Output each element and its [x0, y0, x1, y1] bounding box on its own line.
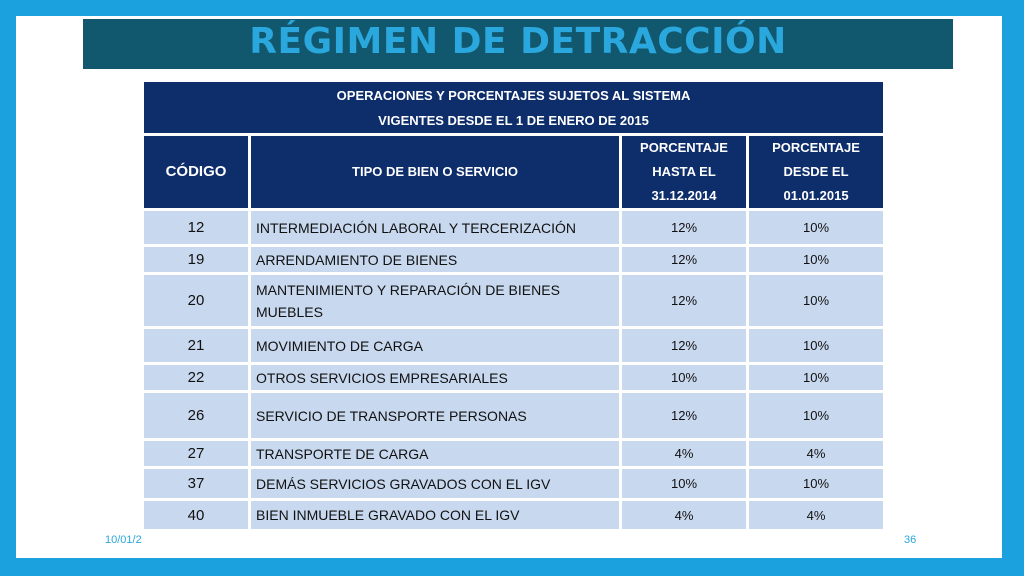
table-row: 12 INTERMEDIACIÓN LABORAL Y TERCERIZACIÓ…: [144, 211, 884, 244]
footer-page-number: 36: [904, 534, 917, 546]
row-pct-until: 4%: [622, 501, 746, 529]
row-code: 27: [144, 441, 248, 466]
row-pct-until: 12%: [622, 275, 746, 326]
header-line-1: OPERACIONES Y PORCENTAJES SUJETOS AL SIS…: [336, 87, 691, 103]
row-pct-from: 10%: [749, 469, 884, 498]
row-code: 22: [144, 365, 248, 390]
row-pct-from: 10%: [749, 211, 884, 244]
row-description: BIEN INMUEBLE GRAVADO CON EL IGV: [251, 501, 619, 529]
row-pct-from: 10%: [749, 247, 884, 272]
row-pct-until: 10%: [622, 469, 746, 498]
row-pct-until: 12%: [622, 393, 746, 438]
table-row: 40 BIEN INMUEBLE GRAVADO CON EL IGV 4% 4…: [144, 501, 884, 529]
table-row: 21 MOVIMIENTO DE CARGA 12% 10%: [144, 329, 884, 362]
row-pct-until: 12%: [622, 211, 746, 244]
pct-from-line-2: DESDE EL: [783, 164, 849, 179]
row-code: 40: [144, 501, 248, 529]
header-line-2: VIGENTES DESDE EL 1 DE ENERO DE 2015: [378, 112, 649, 128]
detraction-table: OPERACIONES Y PORCENTAJES SUJETOS AL SIS…: [141, 79, 887, 532]
row-code: 20: [144, 275, 248, 326]
table-row: 19 ARRENDAMIENTO DE BIENES 12% 10%: [144, 247, 884, 272]
pct-from-line-1: PORCENTAJE: [772, 140, 860, 155]
table-header-title: OPERACIONES Y PORCENTAJES SUJETOS AL SIS…: [144, 82, 884, 133]
row-code: 19: [144, 247, 248, 272]
pct-until-line-1: PORCENTAJE: [640, 140, 728, 155]
row-description: DEMÁS SERVICIOS GRAVADOS CON EL IGV: [251, 469, 619, 498]
column-header-type: TIPO DE BIEN O SERVICIO: [251, 136, 619, 208]
title-bar: RÉGIMEN DE DETRACCIÓN: [83, 19, 953, 69]
table-row: 26 SERVICIO DE TRANSPORTE PERSONAS 12% 1…: [144, 393, 884, 438]
row-pct-until: 4%: [622, 441, 746, 466]
row-pct-until: 12%: [622, 329, 746, 362]
row-pct-from: 10%: [749, 275, 884, 326]
row-code: 21: [144, 329, 248, 362]
row-pct-until: 10%: [622, 365, 746, 390]
table-row: 27 TRANSPORTE DE CARGA 4% 4%: [144, 441, 884, 466]
pct-until-line-2: HASTA EL: [652, 164, 716, 179]
row-pct-from: 10%: [749, 365, 884, 390]
row-description: ARRENDAMIENTO DE BIENES: [251, 247, 619, 272]
row-description: TRANSPORTE DE CARGA: [251, 441, 619, 466]
slide-title: RÉGIMEN DE DETRACCIÓN: [249, 21, 787, 62]
column-header-pct-until: PORCENTAJE HASTA EL 31.12.2014: [622, 136, 746, 208]
pct-until-line-3: 31.12.2014: [651, 188, 717, 203]
row-pct-from: 4%: [749, 441, 884, 466]
row-description: MOVIMIENTO DE CARGA: [251, 329, 619, 362]
row-description: OTROS SERVICIOS EMPRESARIALES: [251, 365, 619, 390]
row-description: SERVICIO DE TRANSPORTE PERSONAS: [251, 393, 619, 438]
row-code: 26: [144, 393, 248, 438]
row-pct-from: 10%: [749, 329, 884, 362]
row-code: 37: [144, 469, 248, 498]
row-description: INTERMEDIACIÓN LABORAL Y TERCERIZACIÓN: [251, 211, 619, 244]
table-row: 37 DEMÁS SERVICIOS GRAVADOS CON EL IGV 1…: [144, 469, 884, 498]
row-code: 12: [144, 211, 248, 244]
footer-date: 10/01/2: [105, 534, 142, 546]
row-pct-until: 12%: [622, 247, 746, 272]
column-header-code: CÓDIGO: [144, 136, 248, 208]
row-pct-from: 4%: [749, 501, 884, 529]
row-description: MANTENIMIENTO Y REPARACIÓN DE BIENES MUE…: [251, 275, 619, 326]
pct-from-line-3: 01.01.2015: [783, 188, 849, 203]
column-header-pct-from: PORCENTAJE DESDE EL 01.01.2015: [749, 136, 884, 208]
table-row: 22 OTROS SERVICIOS EMPRESARIALES 10% 10%: [144, 365, 884, 390]
table-row: 20 MANTENIMIENTO Y REPARACIÓN DE BIENES …: [144, 275, 884, 326]
row-pct-from: 10%: [749, 393, 884, 438]
